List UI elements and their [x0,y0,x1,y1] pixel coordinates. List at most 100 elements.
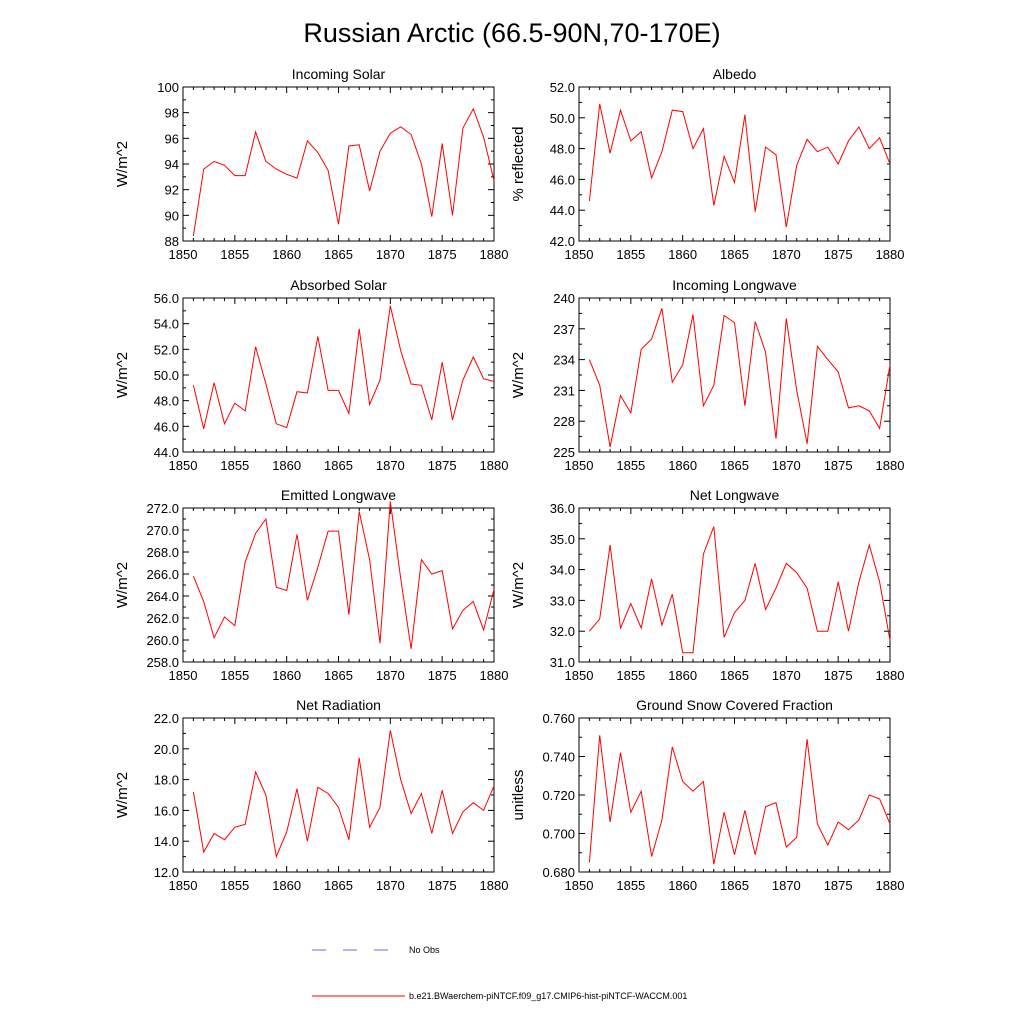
x-tick-label: 1880 [876,458,905,473]
chart-panel-3: Incoming Longwave 1850 1855 1860 1865 1870 187… [510,277,904,473]
plot-frame [182,717,495,873]
y-tick-label: 46.0 [550,172,575,187]
y-tick-label: 31.0 [550,655,575,670]
y-tick-label: 240 [553,291,575,306]
y-tick-label: 52.0 [550,80,575,95]
chart-panel-1: Albedo 1850 1855 1860 1865 1870 1875 1880 42.0 44… [510,66,904,262]
panel-title: Albedo [713,66,757,82]
y-tick-label: 22.0 [154,711,179,726]
x-tick-label: 1875 [428,668,457,683]
y-axis-label: unitless [510,770,527,821]
y-axis-label: W/m^2 [114,141,131,187]
plot-frame [578,297,891,453]
y-axis-label: W/m^2 [114,352,131,398]
y-tick-label: 272.0 [146,501,179,516]
y-tick-label: 20.0 [154,742,179,757]
y-tick-label: 14.0 [154,834,179,849]
y-tick-label: 34.0 [550,563,575,578]
chart-panel-2: Absorbed Solar 1850 1855 1860 1865 1870 1875 18… [114,277,508,473]
y-tick-label: 36.0 [550,501,575,516]
plot-frame [182,297,495,453]
y-tick-label: 18.0 [154,773,179,788]
series-line [589,526,891,654]
y-tick-label: 262.0 [146,611,179,626]
chart-panel-6: Net Radiation 1850 1855 1860 1865 1870 1875 188… [114,697,508,893]
x-tick-label: 1865 [720,458,749,473]
x-tick-label: 1850 [169,878,198,893]
y-tick-label: 0.700 [542,827,575,842]
x-tick-label: 1855 [220,878,249,893]
x-tick-label: 1870 [772,247,801,262]
figure-title: Russian Arctic (66.5-90N,70-170E) [303,18,720,48]
y-tick-label: 12.0 [154,865,179,880]
x-tick-label: 1865 [324,668,353,683]
x-tick-label: 1870 [376,878,405,893]
x-tick-label: 1850 [565,458,594,473]
y-axis-label: % reflected [510,126,527,201]
x-tick-label: 1870 [772,668,801,683]
chart-panel-4: Emitted Longwave 1850 1855 1860 1865 1870 1875… [114,487,508,683]
x-tick-label: 1870 [376,668,405,683]
x-tick-label: 1850 [565,668,594,683]
x-tick-label: 1870 [376,458,405,473]
y-tick-label: 48.0 [550,142,575,157]
y-tick-label: 35.0 [550,532,575,547]
y-tick-label: 258.0 [146,655,179,670]
y-tick-label: 50.0 [154,368,179,383]
panel-title: Absorbed Solar [290,277,387,293]
y-tick-label: 234 [553,353,575,368]
x-tick-label: 1875 [428,878,457,893]
chart-panel-0: Incoming Solar 1850 1855 1860 1865 1870 1875 18… [114,66,508,262]
x-tick-label: 1850 [169,458,198,473]
chart-panel-5: Net Longwave 1850 1855 1860 1865 1870 1875 1880… [510,487,904,683]
y-tick-label: 225 [553,445,575,460]
y-tick-label: 54.0 [154,317,179,332]
y-tick-label: 266.0 [146,567,179,582]
panel-title: Ground Snow Covered Fraction [636,697,833,713]
series-line [192,305,495,430]
y-tick-label: 32.0 [550,624,575,639]
y-tick-label: 92 [165,183,179,198]
panels: Incoming Solar 1850 1855 1860 1865 1870 1875 18… [114,66,904,893]
x-tick-label: 1860 [668,878,697,893]
series-line [588,308,891,447]
x-tick-label: 1865 [324,247,353,262]
legend-obs-label: No Obs [409,945,440,955]
x-tick-label: 1880 [480,668,509,683]
y-tick-label: 50.0 [550,111,575,126]
y-tick-label: 88 [165,234,179,249]
y-tick-label: 0.740 [542,750,575,765]
series-line [588,103,891,228]
y-tick-label: 98 [165,106,179,121]
x-tick-label: 1860 [272,878,301,893]
y-axis-label: W/m^2 [510,352,527,398]
panel-title: Emitted Longwave [281,487,396,503]
y-tick-label: 48.0 [154,394,179,409]
plot-frame [578,86,891,242]
x-tick-label: 1865 [720,878,749,893]
series-line [192,730,495,859]
y-tick-label: 33.0 [550,593,575,608]
x-tick-label: 1875 [824,878,853,893]
panel-title: Incoming Longwave [672,277,797,293]
x-tick-label: 1875 [428,247,457,262]
x-tick-label: 1860 [272,458,301,473]
series-line [588,735,891,865]
x-tick-label: 1865 [720,247,749,262]
x-tick-label: 1850 [565,878,594,893]
x-tick-label: 1880 [480,878,509,893]
y-tick-label: 270.0 [146,523,179,538]
y-tick-label: 94 [165,157,179,172]
y-tick-label: 0.720 [542,788,575,803]
plot-frame [182,86,495,242]
y-tick-label: 228 [553,414,575,429]
x-tick-label: 1870 [772,878,801,893]
y-tick-label: 46.0 [154,419,179,434]
x-tick-label: 1860 [272,668,301,683]
panel-title: Incoming Solar [292,66,386,82]
panel-title: Net Radiation [296,697,381,713]
panel-title: Net Longwave [690,487,780,503]
y-tick-label: 44.0 [550,203,575,218]
x-tick-label: 1860 [668,247,697,262]
